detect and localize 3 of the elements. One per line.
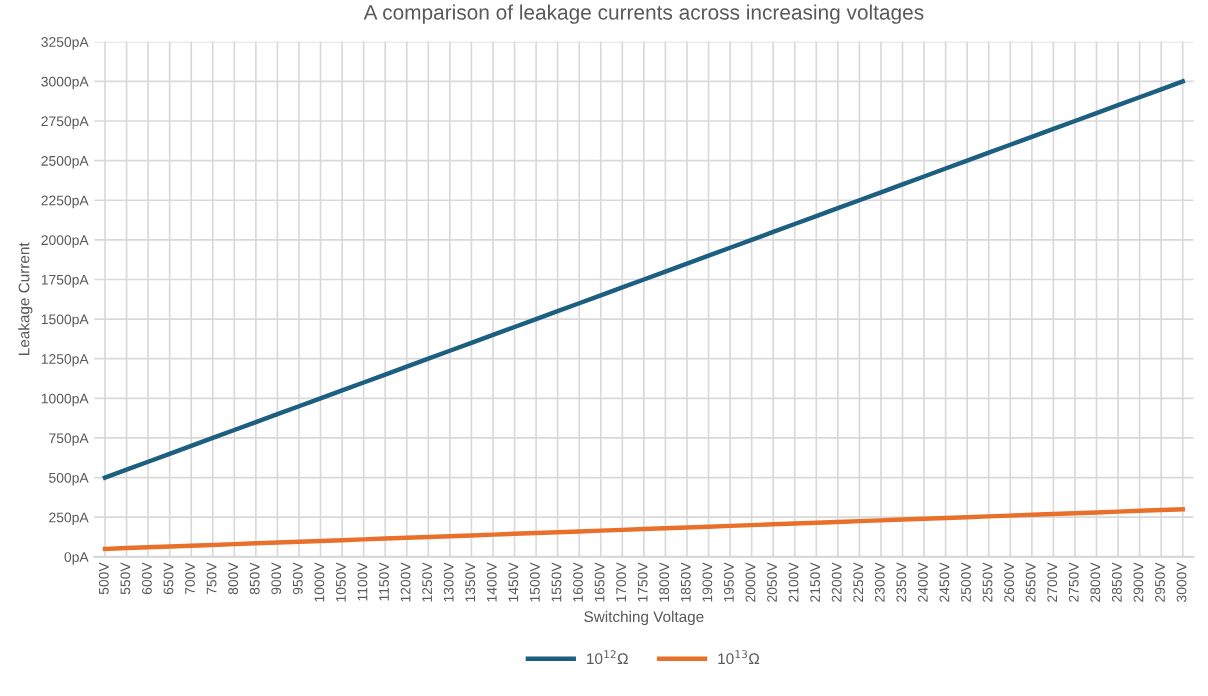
line-series [102,79,1185,480]
line-series [102,507,1185,552]
chart-title: A comparison of leakage currents across increasing voltages [363,4,924,24]
